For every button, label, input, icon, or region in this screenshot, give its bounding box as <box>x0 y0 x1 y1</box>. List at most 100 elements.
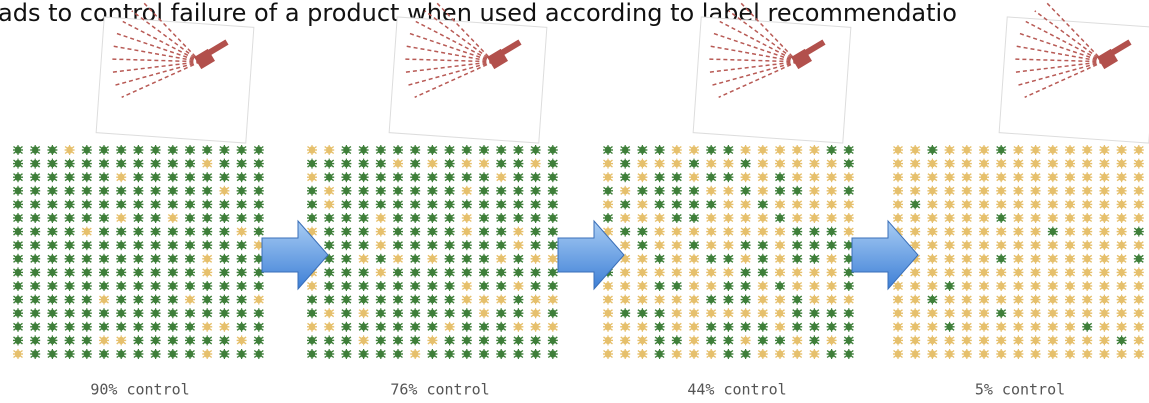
bug <box>1031 240 1041 250</box>
bug <box>324 349 334 359</box>
bug <box>792 254 802 264</box>
bug <box>723 227 733 237</box>
bug <box>237 159 247 169</box>
bug <box>30 267 40 277</box>
bug <box>620 186 630 196</box>
bug <box>1013 240 1023 250</box>
bug <box>655 199 665 209</box>
bug <box>620 322 630 332</box>
bug <box>13 240 23 250</box>
bug <box>1065 254 1075 264</box>
bug <box>151 145 161 155</box>
bug <box>254 295 264 305</box>
bug <box>410 213 420 223</box>
bug <box>637 240 647 250</box>
arrow <box>558 221 624 289</box>
bug <box>151 199 161 209</box>
bug <box>410 186 420 196</box>
bug <box>1082 322 1092 332</box>
bug <box>1117 267 1127 277</box>
bug <box>219 159 229 169</box>
bug <box>979 213 989 223</box>
bug <box>945 213 955 223</box>
bug <box>410 145 420 155</box>
bug <box>741 308 751 318</box>
panel-label: 44% control <box>687 381 786 399</box>
bug <box>185 145 195 155</box>
bug <box>237 240 247 250</box>
bug <box>996 335 1006 345</box>
bug <box>758 335 768 345</box>
bug <box>548 267 558 277</box>
bug <box>548 199 558 209</box>
bug <box>513 227 523 237</box>
bug <box>65 145 75 155</box>
bug <box>844 199 854 209</box>
bug <box>655 240 665 250</box>
panel-label: 90% control <box>90 381 189 399</box>
bug <box>202 349 212 359</box>
bug <box>219 145 229 155</box>
bug <box>672 254 682 264</box>
bug <box>962 227 972 237</box>
arrow <box>262 221 328 289</box>
bug <box>116 172 126 182</box>
bug <box>775 172 785 182</box>
bug <box>47 145 57 155</box>
bug <box>962 349 972 359</box>
bug <box>376 322 386 332</box>
bug <box>741 254 751 264</box>
bug <box>792 335 802 345</box>
bug <box>1013 281 1023 291</box>
bug <box>827 267 837 277</box>
bug <box>620 159 630 169</box>
bug <box>168 172 178 182</box>
bug <box>531 308 541 318</box>
bug <box>151 349 161 359</box>
bug <box>168 199 178 209</box>
bug <box>603 281 613 291</box>
bug <box>427 159 437 169</box>
bug <box>202 172 212 182</box>
bug <box>376 281 386 291</box>
bug <box>962 186 972 196</box>
bug <box>689 240 699 250</box>
bug <box>827 186 837 196</box>
bug <box>1013 186 1023 196</box>
bug <box>65 281 75 291</box>
bug <box>324 281 334 291</box>
bug <box>376 227 386 237</box>
bug <box>1117 199 1127 209</box>
bug <box>513 159 523 169</box>
bug <box>219 281 229 291</box>
bug <box>910 267 920 277</box>
bug <box>1065 281 1075 291</box>
bug <box>689 186 699 196</box>
bug <box>637 172 647 182</box>
bug <box>620 240 630 250</box>
bug <box>655 254 665 264</box>
bug <box>513 254 523 264</box>
bug <box>462 335 472 345</box>
bug <box>962 145 972 155</box>
bug <box>827 159 837 169</box>
bug <box>741 227 751 237</box>
bug <box>13 308 23 318</box>
bug <box>254 172 264 182</box>
bug <box>741 145 751 155</box>
bug <box>910 145 920 155</box>
bug <box>775 227 785 237</box>
bug <box>133 145 143 155</box>
bug <box>827 199 837 209</box>
bug <box>82 281 92 291</box>
bug <box>741 267 751 277</box>
bug <box>1048 145 1058 155</box>
bug <box>723 267 733 277</box>
bug <box>1099 186 1109 196</box>
bug <box>962 295 972 305</box>
bug <box>393 199 403 209</box>
bug <box>620 267 630 277</box>
bug <box>13 281 23 291</box>
bug <box>359 213 369 223</box>
bug <box>1117 308 1127 318</box>
